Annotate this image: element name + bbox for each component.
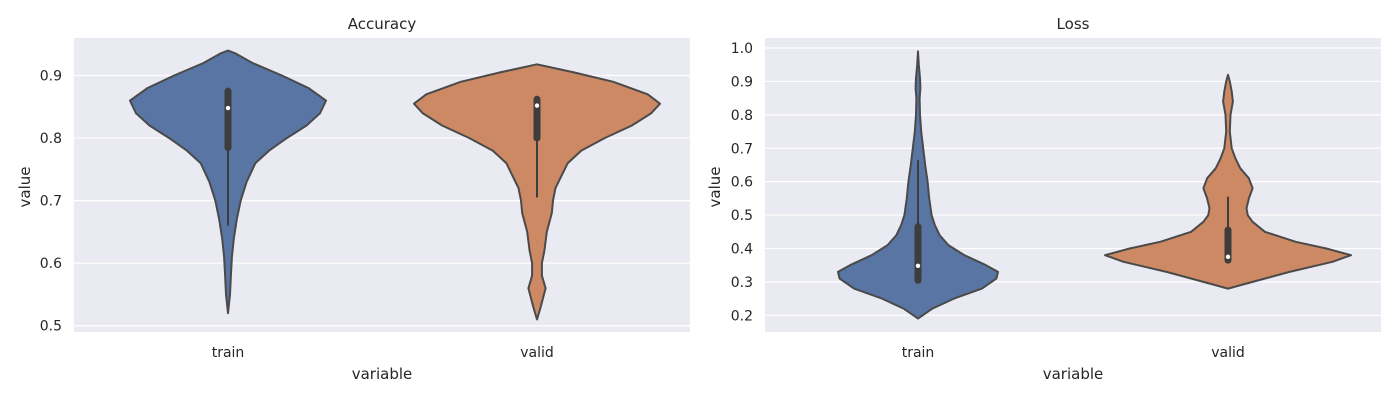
accuracy-y-tick-label: 0.7: [40, 194, 62, 210]
accuracy-median-marker-valid: [534, 103, 540, 108]
loss-title: Loss: [1057, 15, 1090, 33]
accuracy-median-marker-train: [225, 105, 231, 111]
accuracy-y-tick-label: 0.9: [40, 69, 62, 85]
accuracy-title: Accuracy: [348, 15, 417, 33]
loss-y-tick-label: 1.0: [731, 41, 753, 57]
accuracy-violin-valid: [413, 63, 661, 321]
loss-y-tick-label: 0.6: [731, 175, 753, 191]
accuracy-y-tick-label: 0.8: [40, 131, 62, 147]
loss-x-axis-label: variable: [1043, 365, 1104, 383]
loss-y-ticks: 0.2 0.3 0.4 0.5 0.6 0.7 0.8 0.9 1.0: [731, 41, 753, 324]
loss-gridlines: [765, 47, 1381, 316]
loss-y-tick-label: 0.3: [731, 275, 753, 291]
loss-y-tick-label: 0.8: [731, 108, 753, 124]
accuracy-y-axis-label: value: [16, 167, 34, 208]
loss-median-marker-valid: [1225, 254, 1231, 260]
accuracy-x-tick-label: valid: [520, 345, 554, 361]
accuracy-y-tick-label: 0.5: [40, 319, 62, 335]
loss-violin-body-valid: [1104, 73, 1352, 290]
loss-median-marker-train: [915, 263, 921, 269]
accuracy-panel: 0.5 0.6 0.7 0.8 0.9 train valid Accuracy vari…: [16, 15, 690, 383]
accuracy-x-axis-label: variable: [352, 365, 413, 383]
loss-y-tick-label: 0.5: [731, 208, 753, 224]
loss-x-ticks: train valid: [902, 345, 1245, 361]
loss-y-tick-label: 0.4: [731, 241, 753, 257]
accuracy-y-tick-label: 0.6: [40, 256, 62, 272]
loss-x-tick-label: valid: [1211, 345, 1245, 361]
accuracy-violin-train: [129, 49, 327, 315]
loss-violin-valid: [1104, 73, 1352, 290]
accuracy-x-ticks: train valid: [212, 345, 554, 361]
loss-y-axis-label: value: [706, 167, 724, 208]
loss-x-tick-label: train: [902, 345, 935, 361]
loss-y-tick-label: 0.2: [731, 308, 753, 324]
accuracy-x-tick-label: train: [212, 345, 245, 361]
loss-violins: [837, 50, 1352, 320]
loss-y-tick-label: 0.9: [731, 74, 753, 90]
accuracy-y-ticks: 0.5 0.6 0.7 0.8 0.9: [40, 69, 62, 335]
loss-violin-train: [837, 50, 999, 320]
loss-y-tick-label: 0.7: [731, 141, 753, 157]
accuracy-violins: [129, 49, 661, 321]
loss-panel: 0.2 0.3 0.4 0.5 0.6 0.7 0.8 0.9 1.0 train valid L…: [706, 15, 1381, 383]
